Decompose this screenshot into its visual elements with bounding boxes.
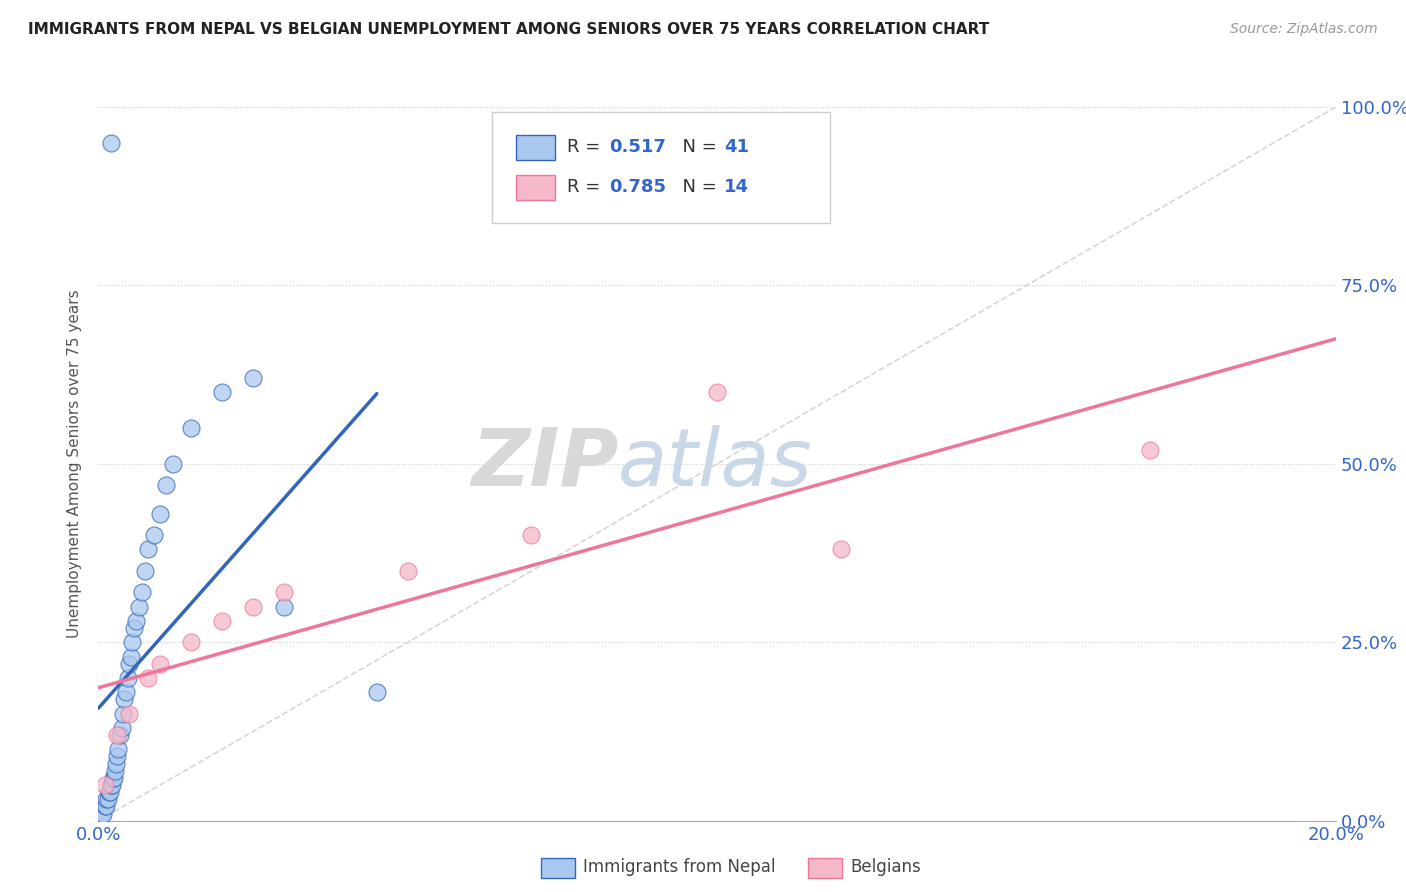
Point [100,136,122,150]
Point [103,771,125,785]
Point [115,685,138,699]
Point [520,528,543,542]
Point [136,542,159,557]
Text: N =: N = [671,138,723,156]
Point [1139,442,1161,457]
Point [211,385,233,400]
Text: ZIP: ZIP [471,425,619,503]
Point [97,792,120,806]
Point [242,371,264,385]
Text: Belgians: Belgians [851,858,921,876]
Point [273,599,295,614]
Point [118,657,141,671]
Point [118,706,141,721]
Point [242,599,264,614]
Point [706,385,728,400]
Point [93,778,115,792]
Point [107,742,129,756]
Text: 41: 41 [724,138,749,156]
Text: 0.785: 0.785 [609,178,666,196]
Point [105,728,128,742]
Point [128,599,150,614]
Point [120,649,142,664]
Point [162,457,184,471]
Point [112,692,135,706]
Point [136,671,159,685]
Point [104,764,127,778]
Y-axis label: Unemployment Among Seniors over 75 years: Unemployment Among Seniors over 75 years [67,290,83,638]
Text: R =: R = [567,178,606,196]
Point [131,585,153,599]
Point [105,749,128,764]
Point [90,806,112,821]
Point [396,564,419,578]
Point [112,706,135,721]
Point [98,785,121,799]
Text: N =: N = [671,178,723,196]
Point [830,542,852,557]
Point [101,778,124,792]
Point [149,507,172,521]
Point [366,685,388,699]
Point [96,792,118,806]
Point [93,806,115,821]
Point [111,721,134,735]
Point [273,585,295,599]
Point [93,799,115,814]
Point [100,778,122,792]
Point [108,728,131,742]
Point [155,478,177,492]
Point [211,614,233,628]
Point [124,621,146,635]
Text: Immigrants from Nepal: Immigrants from Nepal [583,858,776,876]
Text: IMMIGRANTS FROM NEPAL VS BELGIAN UNEMPLOYMENT AMONG SENIORS OVER 75 YEARS CORREL: IMMIGRANTS FROM NEPAL VS BELGIAN UNEMPLO… [28,22,990,37]
Text: atlas: atlas [619,425,813,503]
Point [97,785,120,799]
Point [94,799,117,814]
Point [180,421,202,435]
Point [101,771,124,785]
Point [121,635,143,649]
Point [134,564,156,578]
Point [124,614,146,628]
Point [117,671,139,685]
Point [143,528,166,542]
Text: 14: 14 [724,178,749,196]
Point [104,756,127,771]
Point [180,635,202,649]
Point [149,657,172,671]
Text: 0.517: 0.517 [609,138,665,156]
Text: Source: ZipAtlas.com: Source: ZipAtlas.com [1230,22,1378,37]
Text: R =: R = [567,138,606,156]
